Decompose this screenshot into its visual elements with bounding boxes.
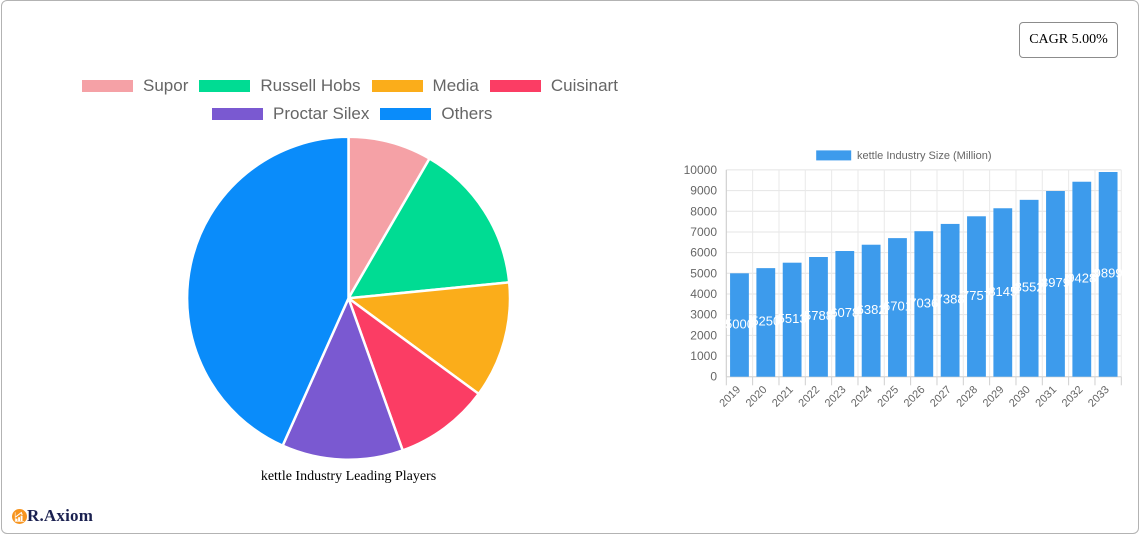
svg-text:5513: 5513 [778, 311, 807, 326]
svg-text:5788: 5788 [804, 308, 833, 323]
svg-text:4000: 4000 [690, 287, 717, 301]
svg-text:2032: 2032 [1060, 384, 1086, 410]
svg-text:2000: 2000 [690, 328, 717, 342]
svg-text:8979: 8979 [1041, 275, 1070, 290]
svg-text:2021: 2021 [770, 384, 796, 410]
svg-text:7388: 7388 [936, 292, 965, 307]
svg-text:2028: 2028 [954, 384, 980, 410]
svg-text:7757: 7757 [962, 288, 991, 303]
svg-text:1000: 1000 [690, 349, 717, 363]
svg-text:2026: 2026 [902, 384, 928, 410]
svg-text:kettle Industry Size (Million): kettle Industry Size (Million) [857, 150, 992, 162]
svg-text:2023: 2023 [823, 384, 849, 410]
svg-text:9000: 9000 [690, 184, 717, 198]
svg-text:2025: 2025 [875, 384, 901, 410]
svg-text:6382: 6382 [857, 302, 886, 317]
svg-text:6078: 6078 [830, 305, 859, 320]
svg-text:8145: 8145 [988, 284, 1017, 299]
svg-text:8000: 8000 [690, 204, 717, 218]
svg-text:2031: 2031 [1033, 384, 1059, 410]
svg-text:2019: 2019 [717, 384, 743, 410]
svg-text:2020: 2020 [744, 384, 770, 410]
svg-text:2030: 2030 [1007, 384, 1033, 410]
svg-text:0: 0 [710, 370, 717, 384]
svg-text:6000: 6000 [690, 246, 717, 260]
svg-text:2024: 2024 [849, 384, 875, 410]
svg-text:2027: 2027 [928, 384, 954, 410]
svg-text:6701: 6701 [883, 299, 912, 314]
svg-text:5000: 5000 [690, 266, 717, 280]
svg-text:5250: 5250 [751, 314, 780, 329]
svg-text:2033: 2033 [1086, 384, 1112, 410]
svg-text:9899: 9899 [1094, 266, 1123, 281]
svg-text:2029: 2029 [981, 384, 1007, 410]
svg-text:5000: 5000 [725, 316, 754, 331]
svg-text:9428: 9428 [1067, 271, 1096, 286]
svg-text:3000: 3000 [690, 308, 717, 322]
svg-text:10000: 10000 [684, 163, 718, 177]
svg-text:8552: 8552 [1015, 280, 1044, 295]
svg-text:7036: 7036 [909, 295, 938, 310]
svg-text:2022: 2022 [796, 384, 822, 410]
svg-text:7000: 7000 [690, 225, 717, 239]
